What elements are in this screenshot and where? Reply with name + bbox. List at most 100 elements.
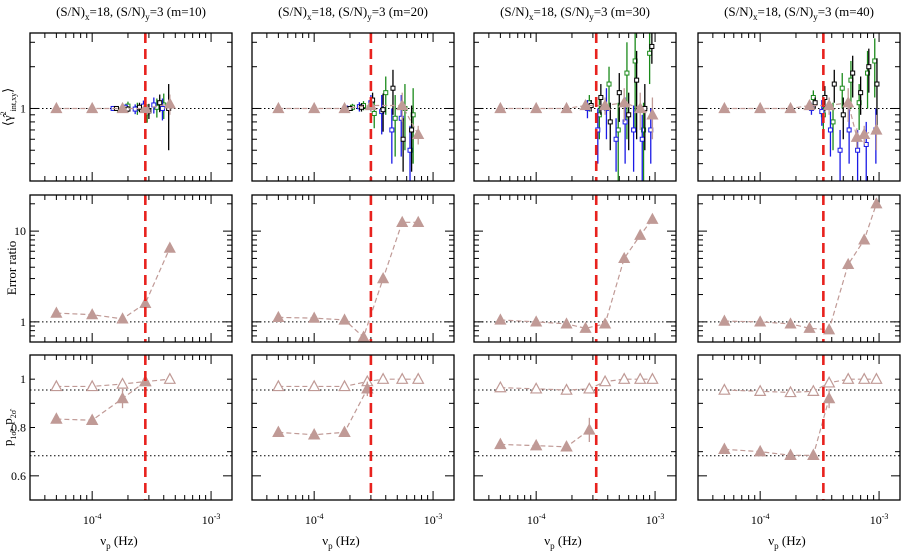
triangle-point [412,127,425,140]
triangle-point [308,311,321,323]
black-point [157,100,163,106]
ylabel-subscript: int,xy [9,93,18,111]
triangle-point [86,308,99,320]
data-layer [718,38,883,181]
data-layer [494,372,659,452]
triangle-point [718,314,731,326]
tick-exponent: -3 [882,512,889,521]
xlabel-tail: (Hz) [333,533,360,548]
triangle-point [858,233,871,245]
open-connector [500,378,653,391]
black-point [626,112,632,118]
panel-error_ratio [251,194,455,343]
x-tick-label: 10-4 [751,512,770,527]
open-triangle-point [411,372,425,384]
tick-base: 10 [751,513,763,527]
ylabel-tail: ⟩ [0,88,15,93]
triangle-point [116,312,129,324]
triangle-point [718,101,731,114]
triangle-point [338,313,351,325]
panel-error_ratio [697,194,901,343]
tick-exponent: -4 [763,512,770,521]
title-part: =3 (m=10) [150,4,206,19]
title-part: =18, (S/N) [757,4,813,19]
data-layer [50,241,176,324]
panel-frame [473,354,677,501]
filled-triangle-point [807,448,820,461]
triangle-point [86,101,99,114]
y-tick-label: 1 [20,315,26,329]
title-subscript: x [307,12,312,22]
tick-base: 10 [305,513,317,527]
ylabel-subscript: 2σ̂ [9,408,18,418]
y-axis-label: Error ratio [4,241,19,296]
tick-exponent: -4 [95,512,102,521]
panel-title: (S/N)x=18, (S/N)y=3 (m=20) [278,4,428,22]
x-axis-label: νp (Hz) [322,533,359,551]
triangle-point [494,313,507,325]
triangle-point [754,101,767,114]
x-tick-label: 10-4 [305,512,324,527]
open-triangle-point [494,380,507,393]
panel-frame [251,32,455,182]
triangle-point [618,251,631,264]
blue-point [855,147,861,153]
triangle-point [646,108,659,120]
blue-point [639,136,645,142]
black-point [850,70,856,76]
open-triangle-point [85,379,99,392]
title-part: (S/N) [56,4,85,19]
tick-base: 10 [527,513,539,527]
panel-probability [473,354,677,501]
black-point [831,81,837,87]
filled-triangle-point [822,391,836,404]
black-point [649,43,655,49]
open-triangle-point [633,372,647,384]
open-triangle-point [376,372,390,384]
open-triangle-point [807,384,820,396]
triangle-point [634,101,647,114]
title-subscript: y [145,12,150,22]
panel-frame [697,32,901,182]
filled-triangle-point [272,425,285,438]
panel-frame [473,194,677,343]
filled-triangle-point [560,440,573,452]
triangle-point [858,127,871,140]
panel-probability [251,354,455,501]
data-layer [272,215,425,342]
blue-point [389,127,395,133]
tick-base: 10 [870,513,882,527]
open-triangle-point [50,379,63,392]
title-part: =18, (S/N) [533,4,589,19]
blue-point [827,127,833,133]
x-tick-label: 10-3 [202,512,221,527]
data-layer [50,372,177,425]
black-point [607,119,613,125]
triangle-point [599,98,612,111]
xlabel-base: ν [768,533,774,548]
x-tick-label: 10-3 [646,512,665,527]
black-point [858,90,864,96]
triangle-point [412,215,425,227]
filled-triangle-point [85,413,99,425]
ylabel-superscript: 2 [0,111,8,115]
triangle-point [272,310,285,323]
blue-point [159,105,165,111]
black-point [840,112,846,118]
panel-frame [29,194,233,343]
triangle-point [823,323,836,335]
open-triangle-point [857,372,871,384]
triangle-point [530,101,543,114]
blue-point [613,136,619,142]
green-point [641,127,647,133]
open-triangle-point [753,384,767,396]
title-subscript: x [753,12,758,22]
xlabel-tail: (Hz) [779,533,806,548]
green-point [606,81,612,87]
panel-frame [29,32,233,182]
panel-title: (S/N)x=18, (S/N)y=3 (m=40) [724,4,874,22]
x-tick-label: 10-4 [527,512,546,527]
y-tick-label: 0.8 [11,421,26,435]
green-point [392,115,398,121]
filled-connector [500,429,590,448]
